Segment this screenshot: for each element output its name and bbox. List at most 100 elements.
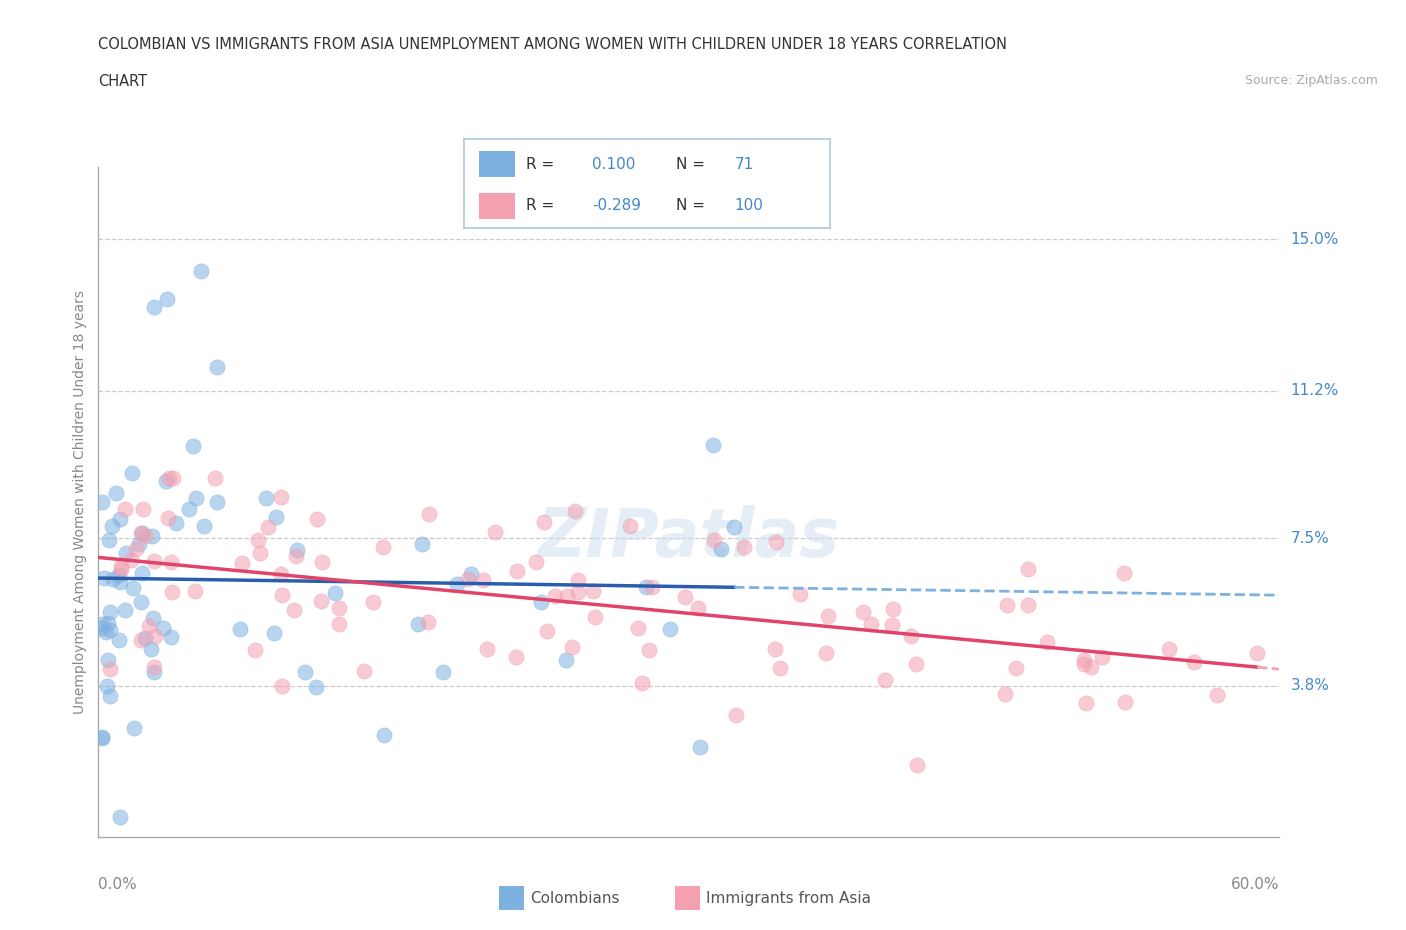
Point bbox=[533, 514, 555, 529]
Text: 60.0%: 60.0% bbox=[1232, 877, 1279, 892]
Point bbox=[567, 573, 589, 588]
Point bbox=[1182, 655, 1205, 670]
Point bbox=[129, 594, 152, 609]
Point bbox=[249, 546, 271, 561]
Text: N =: N = bbox=[676, 157, 704, 172]
Point bbox=[138, 618, 160, 633]
Point bbox=[98, 689, 121, 704]
Point bbox=[155, 474, 177, 489]
Point bbox=[284, 549, 307, 564]
Point bbox=[477, 642, 499, 657]
Point bbox=[583, 610, 606, 625]
Point bbox=[1246, 645, 1268, 660]
Point bbox=[636, 579, 658, 594]
Point bbox=[305, 679, 328, 694]
Point bbox=[882, 602, 904, 617]
FancyBboxPatch shape bbox=[478, 193, 515, 219]
Text: N =: N = bbox=[676, 198, 704, 213]
Point bbox=[160, 630, 183, 644]
Point bbox=[631, 676, 654, 691]
Point bbox=[536, 623, 558, 638]
Point bbox=[100, 518, 122, 533]
Point bbox=[710, 542, 733, 557]
Point bbox=[457, 572, 479, 587]
Point bbox=[1080, 659, 1102, 674]
Point bbox=[97, 653, 120, 668]
Point bbox=[271, 678, 294, 693]
Point bbox=[160, 584, 183, 599]
Point bbox=[627, 620, 650, 635]
Point bbox=[97, 616, 120, 631]
Point bbox=[181, 439, 204, 454]
Point bbox=[91, 730, 114, 745]
Point bbox=[905, 657, 928, 671]
Point bbox=[101, 572, 124, 587]
Point bbox=[1074, 696, 1097, 711]
Point bbox=[179, 501, 201, 516]
Point bbox=[283, 603, 305, 618]
Point bbox=[1114, 566, 1136, 581]
Point bbox=[184, 584, 207, 599]
Point bbox=[156, 291, 179, 306]
Text: 7.5%: 7.5% bbox=[1291, 531, 1329, 546]
Text: 15.0%: 15.0% bbox=[1291, 232, 1339, 246]
Point bbox=[91, 495, 114, 510]
Point bbox=[204, 471, 226, 485]
Point bbox=[110, 810, 132, 825]
Point bbox=[270, 588, 292, 603]
Point bbox=[91, 729, 114, 744]
Point bbox=[231, 556, 253, 571]
Point bbox=[114, 501, 136, 516]
Point bbox=[323, 586, 346, 601]
FancyBboxPatch shape bbox=[478, 151, 515, 178]
Point bbox=[91, 620, 114, 635]
Point bbox=[294, 665, 316, 680]
Point bbox=[446, 577, 468, 591]
Point bbox=[264, 510, 287, 525]
Point bbox=[91, 617, 114, 631]
Point bbox=[110, 559, 132, 574]
Point bbox=[905, 757, 928, 772]
Text: 11.2%: 11.2% bbox=[1291, 383, 1339, 398]
Point bbox=[859, 617, 882, 631]
Point bbox=[638, 643, 661, 658]
Point bbox=[134, 529, 156, 544]
Point bbox=[530, 594, 553, 609]
Point bbox=[815, 646, 838, 661]
Point bbox=[94, 625, 117, 640]
Point bbox=[1114, 695, 1136, 710]
Text: 0.0%: 0.0% bbox=[98, 877, 138, 892]
Point bbox=[733, 539, 755, 554]
Point bbox=[1017, 562, 1039, 577]
Point bbox=[152, 620, 174, 635]
Point bbox=[723, 520, 745, 535]
Point bbox=[110, 562, 132, 577]
Text: ZIPatlas: ZIPatlas bbox=[538, 505, 839, 571]
Point bbox=[108, 632, 131, 647]
Point bbox=[769, 660, 792, 675]
Point bbox=[311, 554, 333, 569]
Point bbox=[1004, 660, 1026, 675]
Point bbox=[162, 471, 184, 485]
Point bbox=[505, 649, 527, 664]
Point bbox=[98, 533, 121, 548]
Point bbox=[561, 640, 583, 655]
Point bbox=[165, 515, 187, 530]
Point bbox=[108, 512, 131, 526]
Point bbox=[882, 618, 904, 632]
Point bbox=[205, 359, 228, 374]
Point bbox=[994, 686, 1017, 701]
Point bbox=[703, 532, 725, 547]
Y-axis label: Unemployment Among Women with Children Under 18 years: Unemployment Among Women with Children U… bbox=[73, 290, 87, 714]
Point bbox=[619, 519, 641, 534]
Point bbox=[114, 602, 136, 617]
Point bbox=[100, 623, 122, 638]
Point bbox=[432, 665, 454, 680]
Point bbox=[307, 512, 329, 526]
Point bbox=[142, 553, 165, 568]
Point bbox=[371, 539, 394, 554]
Point bbox=[93, 570, 115, 585]
Text: COLOMBIAN VS IMMIGRANTS FROM ASIA UNEMPLOYMENT AMONG WOMEN WITH CHILDREN UNDER 1: COLOMBIAN VS IMMIGRANTS FROM ASIA UNEMPL… bbox=[98, 37, 1008, 52]
Text: R =: R = bbox=[526, 157, 554, 172]
Point bbox=[141, 642, 163, 657]
